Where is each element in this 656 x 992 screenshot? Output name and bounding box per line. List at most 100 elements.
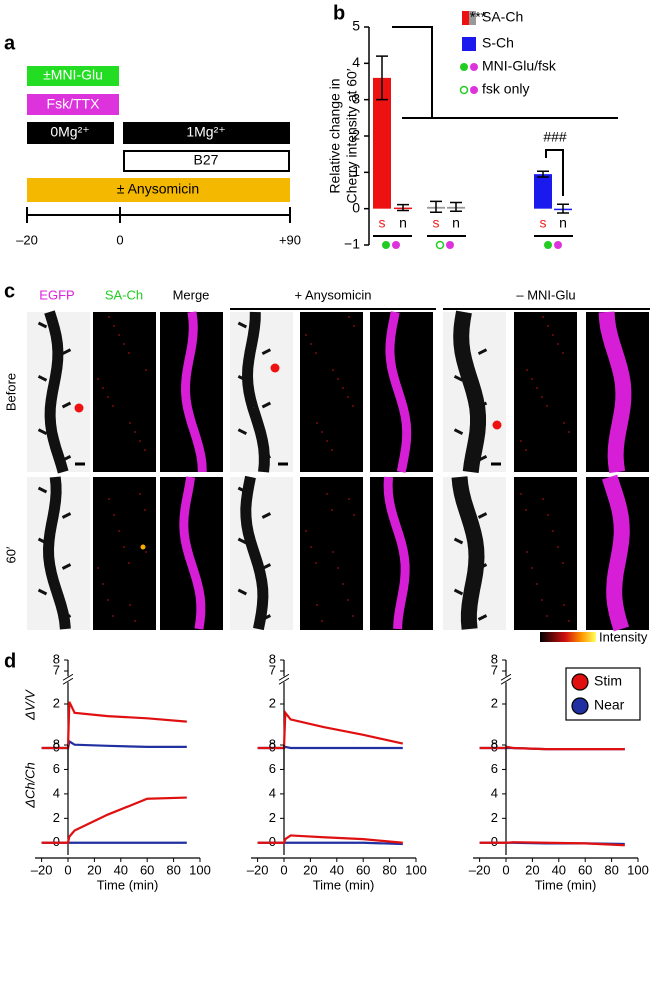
dendrite bbox=[240, 475, 269, 631]
signal-dot bbox=[145, 369, 147, 371]
y-tick-label: 6 bbox=[269, 761, 276, 776]
condition-dot bbox=[435, 240, 445, 250]
x-tick-label: 20 bbox=[525, 862, 539, 877]
x-axis-label: Time (min) bbox=[313, 877, 375, 892]
dendrite bbox=[179, 476, 206, 630]
x-tick-label: s bbox=[433, 215, 440, 231]
axis-break-gap bbox=[66, 676, 70, 683]
signal-dot bbox=[113, 514, 115, 516]
legend-label: SA-Ch bbox=[482, 9, 523, 25]
signal-dot bbox=[129, 604, 131, 606]
y-tick-label: 3 bbox=[352, 90, 360, 106]
axis-break bbox=[62, 673, 74, 685]
spine bbox=[37, 428, 48, 436]
x-tick-label: 80 bbox=[166, 862, 180, 877]
spine bbox=[453, 374, 464, 382]
x-tick-label: 0 bbox=[64, 862, 71, 877]
axis-break bbox=[500, 673, 512, 685]
legend-marker bbox=[571, 673, 589, 691]
y-axis-label: ΔCh/Ch bbox=[22, 762, 37, 809]
aniso-box bbox=[27, 178, 290, 202]
series-line bbox=[41, 701, 187, 750]
legend-swatch bbox=[460, 63, 468, 71]
mg1-box bbox=[123, 122, 290, 144]
panel-letter: c bbox=[4, 280, 15, 302]
signal-dot bbox=[97, 567, 99, 569]
dendrite bbox=[385, 311, 412, 473]
colorbar-label: Intensity bbox=[599, 629, 648, 644]
signal-dot bbox=[310, 546, 312, 548]
signal-dot bbox=[144, 509, 146, 511]
stim-spot bbox=[492, 420, 502, 430]
x-tick-label: 80 bbox=[382, 862, 396, 877]
spine bbox=[37, 321, 48, 329]
axis-break bbox=[278, 673, 290, 685]
spine bbox=[237, 321, 248, 329]
legend-swatch bbox=[470, 63, 478, 71]
spine bbox=[477, 454, 488, 462]
condition-dot bbox=[554, 241, 562, 249]
signal-dot bbox=[347, 396, 349, 398]
signal-dot bbox=[310, 343, 312, 345]
x-tick-label: –20 bbox=[469, 862, 491, 877]
spine bbox=[453, 537, 464, 545]
x-tick-label: 20 bbox=[87, 862, 101, 877]
y-tick-label: 6 bbox=[491, 761, 498, 776]
micrograph bbox=[300, 477, 363, 630]
signal-dot bbox=[568, 431, 570, 433]
signal-dot bbox=[108, 498, 110, 500]
signal-dot bbox=[525, 449, 527, 451]
spine bbox=[237, 486, 248, 494]
y-tick-label: 8 bbox=[53, 651, 60, 666]
signal-dot bbox=[315, 562, 317, 564]
spine bbox=[61, 614, 72, 621]
signal-dot bbox=[134, 431, 136, 433]
dendrite bbox=[241, 311, 270, 473]
x-tick-label: n bbox=[399, 215, 407, 231]
dendrite bbox=[453, 310, 486, 473]
signal-dot bbox=[547, 514, 549, 516]
legend-label: Stim bbox=[594, 673, 622, 689]
x-tick-label: –20 bbox=[31, 862, 53, 877]
signal-dot bbox=[139, 493, 141, 495]
y-tick-label: 8 bbox=[53, 736, 60, 751]
spine bbox=[261, 563, 272, 570]
signal-dot bbox=[113, 325, 115, 327]
dendrite bbox=[42, 476, 71, 630]
y-tick-label: −1 bbox=[344, 236, 360, 252]
panel-c: c EGFP SA-Ch Merge + Anysomicin – MNI-Gl… bbox=[3, 280, 650, 644]
signal-dot bbox=[315, 352, 317, 354]
spine bbox=[37, 486, 48, 494]
y-tick-label: 8 bbox=[269, 736, 276, 751]
y-tick-label: 2 bbox=[491, 695, 498, 710]
y-tick-label: 0 bbox=[352, 199, 360, 215]
signal-dot bbox=[520, 440, 522, 442]
y-tick-label: 4 bbox=[53, 785, 60, 800]
signal-dot bbox=[563, 604, 565, 606]
spine bbox=[477, 401, 488, 409]
legend-swatch bbox=[470, 86, 478, 94]
signal-dot bbox=[107, 599, 109, 601]
series-line bbox=[41, 796, 187, 844]
x-tick-label: 0 bbox=[280, 862, 287, 877]
spine bbox=[477, 614, 488, 621]
condition-dot bbox=[382, 241, 390, 249]
signal-dot bbox=[331, 509, 333, 511]
signal-dot bbox=[347, 599, 349, 601]
legend-label: S-Ch bbox=[482, 35, 514, 51]
legend-label: fsk only bbox=[482, 81, 529, 97]
condition-dot bbox=[544, 241, 552, 249]
spine bbox=[261, 512, 272, 519]
signal-dot bbox=[541, 599, 543, 601]
group-header: + Anysomicin bbox=[295, 287, 372, 302]
signal-dot bbox=[525, 509, 527, 511]
condition-dot bbox=[446, 241, 454, 249]
x-tick-label: 40 bbox=[330, 862, 344, 877]
spine bbox=[237, 588, 248, 596]
mg0-box bbox=[27, 122, 114, 144]
error-bar bbox=[557, 203, 569, 214]
y-tick-label: 7 bbox=[491, 662, 498, 677]
panel-letter: d bbox=[4, 650, 16, 672]
x-tick-label: 100 bbox=[189, 862, 211, 877]
x-tick-label: 60 bbox=[578, 862, 592, 877]
